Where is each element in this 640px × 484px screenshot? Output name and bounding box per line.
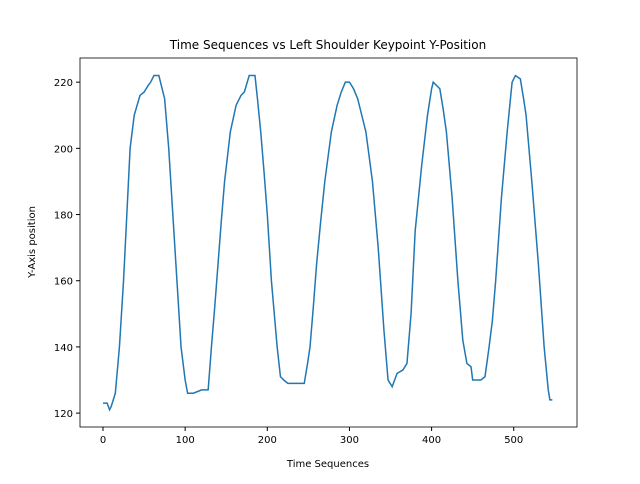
- y-axis-label: Y-Axis position: [27, 206, 38, 279]
- y-tick-label: 160: [54, 277, 73, 288]
- x-tick-label: 0: [100, 435, 106, 446]
- x-tick-label: 200: [258, 435, 277, 446]
- x-tick-label: 400: [422, 435, 441, 446]
- y-tick-label: 140: [54, 343, 73, 354]
- y-tick-label: 120: [54, 409, 73, 420]
- y-tick-label: 220: [54, 78, 73, 89]
- x-tick-label: 100: [176, 435, 195, 446]
- chart-title: Time Sequences vs Left Shoulder Keypoint…: [169, 38, 486, 52]
- plot-frame: [79, 57, 578, 428]
- x-axis-label: Time Sequences: [286, 459, 369, 470]
- x-tick-label: 500: [504, 435, 523, 446]
- data-line: [103, 74, 553, 412]
- y-tick-label: 200: [54, 144, 73, 155]
- y-tick-label: 180: [54, 211, 73, 222]
- x-tick-label: 300: [340, 435, 359, 446]
